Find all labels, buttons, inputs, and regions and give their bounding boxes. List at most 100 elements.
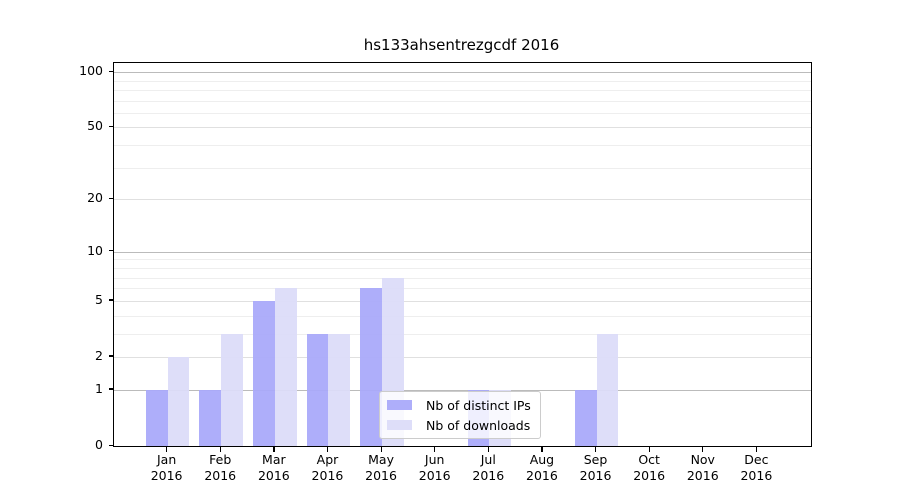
x-tick-year: 2016 <box>579 467 612 483</box>
x-tick-mark <box>487 446 489 452</box>
x-tick-mark <box>326 446 329 452</box>
x-tick-label: Dec 2016 <box>721 452 791 483</box>
gridline-major <box>114 72 811 74</box>
gridline-major <box>114 127 811 129</box>
y-tick-label: 10 <box>87 242 103 258</box>
x-tick-mark <box>219 446 221 452</box>
x-tick-mark <box>595 446 597 452</box>
gridline-major <box>114 251 811 253</box>
y-tick-label: 50 <box>87 118 103 134</box>
gridline-minor <box>114 167 811 169</box>
x-tick-year: 2016 <box>204 467 237 483</box>
x-tick-year: 2016 <box>472 467 505 483</box>
x-tick-mark <box>166 446 168 452</box>
gridline-major <box>114 199 811 201</box>
x-tick-mark <box>380 446 382 452</box>
x-tick-month: Sep <box>583 452 608 467</box>
x-tick-year: 2016 <box>365 467 397 483</box>
x-tick-mark <box>434 446 436 452</box>
legend-label: Nb of distinct IPs <box>426 397 531 413</box>
y-tick-label: 20 <box>87 190 103 206</box>
bar-downloads <box>221 333 244 446</box>
x-tick-month: Nov <box>690 452 715 467</box>
gridline-major <box>114 389 811 391</box>
y-tick-label: 1 <box>95 380 103 396</box>
y-tick-mark <box>109 125 114 128</box>
legend-entry: Nb of downloads <box>387 417 531 433</box>
x-tick-year: 2016 <box>633 467 666 483</box>
gridline-minor <box>114 145 811 147</box>
legend-swatch-downloads <box>387 420 412 430</box>
gridline-minor <box>114 259 811 261</box>
x-tick-label: May 2016 <box>346 452 416 483</box>
x-tick-label: Jan 2016 <box>132 452 202 483</box>
gridline-minor <box>114 333 811 335</box>
bar-downloads <box>274 288 297 446</box>
bar-distinct-ips <box>360 288 383 446</box>
x-tick-label: Apr 2016 <box>292 452 362 483</box>
x-tick-mark <box>702 446 704 452</box>
x-tick-year: 2016 <box>311 467 344 483</box>
x-tick-label: Nov 2016 <box>668 452 738 483</box>
y-tick-mark <box>109 388 114 390</box>
x-tick-label: Jul 2016 <box>453 452 523 483</box>
y-tick-mark <box>109 70 114 72</box>
gridline-minor <box>114 288 811 290</box>
gridline-minor <box>114 112 811 114</box>
y-tick-label: 0 <box>95 437 103 452</box>
y-tick-label: 2 <box>95 347 103 363</box>
legend-entry: Nb of distinct IPs <box>387 397 531 413</box>
gridline-minor <box>114 267 811 269</box>
x-tick-month: Feb <box>209 452 232 467</box>
x-tick-month: Apr <box>316 452 339 467</box>
gridline-minor <box>114 89 811 91</box>
gridline-minor <box>114 315 811 317</box>
x-tick-year: 2016 <box>257 467 290 483</box>
gridline-major <box>114 300 811 302</box>
bar-distinct-ips <box>145 389 168 446</box>
x-tick-mark <box>273 446 275 452</box>
x-tick-month: Jun <box>424 452 445 467</box>
x-tick-month: Dec <box>744 452 769 467</box>
x-tick-month: Mar <box>262 452 286 467</box>
x-tick-month: Jan <box>156 452 177 467</box>
bar-downloads <box>328 333 351 446</box>
x-tick-mark <box>541 446 543 452</box>
x-tick-month: Aug <box>529 452 555 467</box>
x-tick-year: 2016 <box>740 467 773 483</box>
bar-downloads <box>167 357 190 446</box>
legend-label: Nb of downloads <box>426 417 531 433</box>
chart-title: hs133ahsentrezgcdf 2016 <box>363 36 560 54</box>
gridline-minor <box>114 100 811 102</box>
gridline-minor <box>114 80 811 82</box>
legend-swatch-distinct-ips <box>387 400 412 410</box>
x-tick-mark <box>755 446 758 452</box>
x-tick-year: 2016 <box>418 467 451 483</box>
x-tick-month: Jul <box>480 452 496 467</box>
y-tick-mark <box>109 250 114 252</box>
y-tick-mark <box>109 355 114 357</box>
legend: Nb of distinct IPs Nb of downloads <box>379 391 541 439</box>
bar-distinct-ips <box>253 300 275 446</box>
bar-downloads <box>596 333 619 446</box>
bar-distinct-ips <box>199 389 222 446</box>
x-tick-label: Feb 2016 <box>185 452 255 483</box>
plot-area <box>113 62 812 447</box>
y-tick-mark <box>109 299 114 301</box>
bar-distinct-ips <box>574 389 597 446</box>
x-tick-year: 2016 <box>686 467 719 483</box>
y-tick-label: 5 <box>95 291 103 307</box>
x-tick-label: Mar 2016 <box>239 452 309 483</box>
x-tick-label: Oct 2016 <box>614 452 684 483</box>
x-tick-mark <box>648 446 650 452</box>
y-tick-mark <box>109 444 114 446</box>
x-tick-month: Oct <box>638 452 660 467</box>
x-tick-label: Jun 2016 <box>400 452 470 483</box>
x-tick-year: 2016 <box>150 467 183 483</box>
x-tick-month: May <box>368 452 394 467</box>
gridline-minor <box>114 277 811 279</box>
x-tick-label: Aug 2016 <box>507 452 577 483</box>
gridline-major <box>114 356 811 358</box>
y-tick-label: 100 <box>79 63 103 79</box>
